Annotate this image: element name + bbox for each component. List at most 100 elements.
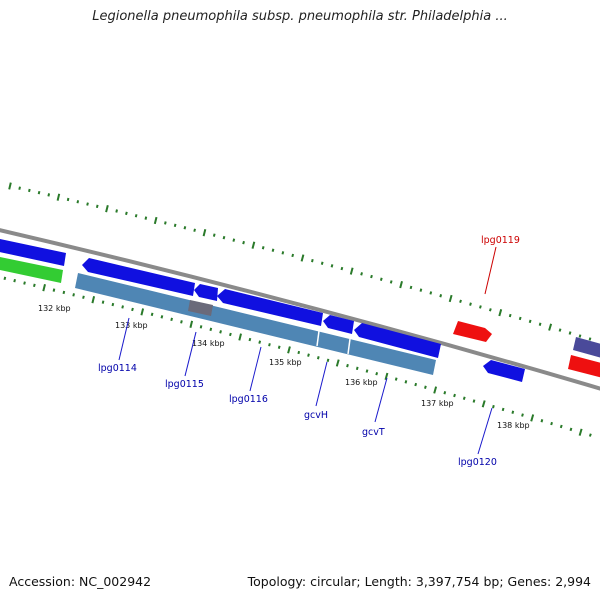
gene-label-lpg0116[interactable]: lpg0116 [229,394,268,405]
major-tick [287,346,291,354]
minor-tick [144,216,148,220]
gene-label-lpg0114[interactable]: lpg0114 [98,363,137,374]
major-tick [399,281,403,289]
tick-label: 135 kbp [269,358,302,367]
gene-green-left[interactable] [0,256,63,283]
minor-tick [23,281,26,285]
minor-tick [297,350,301,355]
minor-tick [209,327,213,332]
gene-label-gcvH[interactable]: gcvH [304,410,328,421]
minor-tick [320,261,324,265]
minor-tick [268,343,271,347]
gene-arrow-gcvT[interactable] [354,323,441,358]
gene-label-gcvT[interactable]: gcvT [362,427,385,438]
cds-band-highlight [188,300,213,316]
minor-tick [528,319,532,324]
minor-tick [501,407,505,412]
major-tick [530,414,535,422]
gene-arrow-lpg0116[interactable] [217,289,323,326]
minor-tick [101,300,105,304]
cds-band-divider [316,330,320,347]
minor-tick [346,363,349,368]
major-tick [384,372,389,381]
minor-tick [121,305,124,309]
minor-tick [183,226,187,230]
leader-line [374,377,388,423]
gene-label-lpg0115[interactable]: lpg0115 [165,379,204,390]
minor-tick [271,248,275,252]
major-tick [140,308,145,316]
tick-marks [3,182,592,437]
map-title: Legionella pneumophila subsp. pneumophil… [92,9,508,24]
minor-tick [72,293,75,297]
gene-purple-right-outer[interactable] [573,337,600,358]
minor-tick [76,200,80,204]
minor-tick [511,410,515,414]
major-tick [300,254,305,262]
minor-tick [518,316,522,321]
minor-tick [453,393,456,398]
cds-band[interactable] [75,273,436,375]
gene-arrows [0,256,600,382]
minor-tick [379,277,383,281]
minor-tick [111,302,115,307]
minor-tick [66,197,70,202]
minor-tick [291,253,295,258]
gene-red-right-inner[interactable] [568,355,600,378]
minor-tick [18,186,21,190]
major-tick [42,284,46,292]
gene-red-right-outer[interactable] [453,321,492,342]
minor-tick [326,358,330,363]
minor-tick [281,251,285,255]
minor-tick [404,380,408,384]
minor-tick [409,285,413,290]
minor-tick [360,272,363,276]
minor-tick [472,399,476,403]
gene-blue-left-outer[interactable] [0,238,66,266]
minor-tick [588,433,592,437]
outer-features [0,238,600,358]
minor-tick [462,396,466,400]
minor-tick [508,313,512,318]
gene-label-lpg0120[interactable]: lpg0120 [458,457,497,468]
major-tick [8,182,12,190]
minor-tick [232,238,236,242]
gene-arrow-gcvH[interactable] [323,315,354,334]
tick-label: 132 kbp [38,304,71,313]
leader-lines [118,246,497,455]
major-tick [202,229,207,237]
major-tick [433,386,438,394]
gene-arrow-lpg0120[interactable] [483,360,525,382]
minor-tick [330,264,334,268]
minor-tick [550,421,553,426]
minor-tick [568,331,572,335]
minor-tick [370,274,373,279]
major-tick [153,216,158,225]
minor-tick [419,288,423,292]
gene-label-lpg0119[interactable]: lpg0119 [481,235,520,246]
gene-arrow-lpg0114[interactable] [82,258,195,296]
minor-tick [261,246,265,250]
major-tick [238,333,242,341]
major-tick [481,400,486,408]
minor-tick [389,280,393,284]
minor-tick [459,299,462,304]
minor-tick [578,334,582,338]
major-tick [105,205,109,213]
minor-tick [521,413,524,417]
minor-tick [414,382,418,387]
minor-tick [439,294,443,298]
minor-tick [3,276,7,281]
minor-tick [86,202,89,206]
minor-tick [488,308,492,312]
minor-tick [248,337,252,342]
minor-tick [538,322,542,326]
minor-tick [559,424,563,429]
minor-tick [33,283,36,288]
gene-arrow-lpg0115[interactable] [194,284,218,301]
major-tick [498,309,503,317]
tick-labels: 132 kbp 133 kbp 134 kbp 135 kbp 136 kbp … [38,304,530,430]
topology-summary: Topology: circular; Length: 3,397,754 bp… [247,574,591,589]
accession-text: Accession: NC_002942 [9,574,152,589]
